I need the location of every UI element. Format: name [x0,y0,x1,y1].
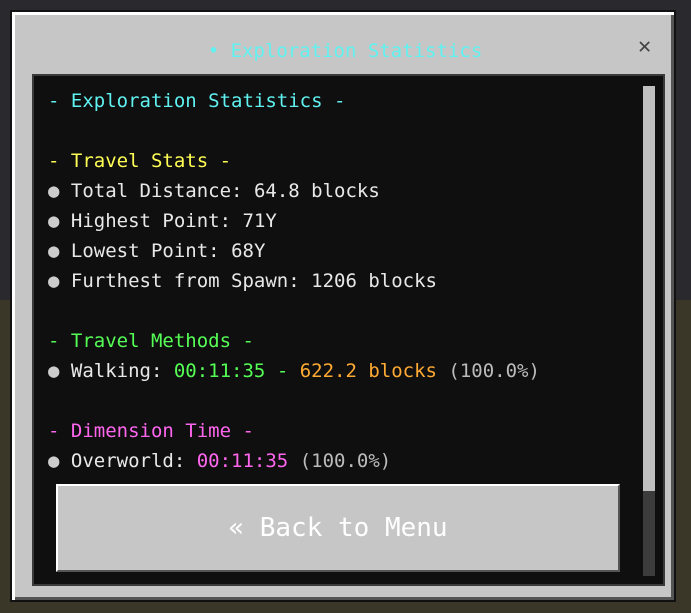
dialog-title: • Exploration Statistics [207,40,483,62]
travel-methods-header: - Travel Methods - [48,330,254,352]
dimension-overworld: ● Overworld: 00:11:35 (100.0%) [48,450,392,472]
travel-stats-header: - Travel Stats - [48,150,232,172]
dimension-time-header: - Dimension Time - [48,420,254,442]
stat-lowest-point: ● Lowest Point: 68Y [48,240,266,262]
method-walking: ● Walking: 00:11:35 - 622.2 blocks (100.… [48,360,540,382]
stat-furthest-spawn: ● Furthest from Spawn: 1206 blocks [48,270,437,292]
stat-total-distance: ● Total Distance: 64.8 blocks [48,180,380,202]
stat-highest-point: ● Highest Point: 71Y [48,210,277,232]
back-to-menu-button[interactable]: « Back to Menu [56,484,620,572]
scrollbar-thumb[interactable] [643,86,655,491]
close-icon[interactable]: ✕ [638,34,652,59]
scrollbar[interactable] [643,86,655,576]
stats-content: - Exploration Statistics - - Travel Stat… [32,74,665,586]
statistics-dialog: • Exploration Statistics ✕ - Exploration… [10,10,676,602]
section-heading: - Exploration Statistics - [48,90,346,112]
